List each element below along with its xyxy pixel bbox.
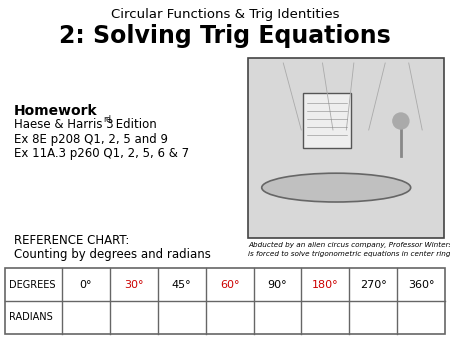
Text: 270°: 270° <box>360 280 387 290</box>
Bar <box>303 93 351 148</box>
Text: 30°: 30° <box>124 280 144 290</box>
Text: Edition: Edition <box>112 118 157 131</box>
Bar <box>5 268 445 334</box>
Text: rd: rd <box>103 115 111 124</box>
Text: Abducted by an alien circus company, Professor Winters: Abducted by an alien circus company, Pro… <box>248 242 450 248</box>
Text: 90°: 90° <box>268 280 287 290</box>
Bar <box>248 58 444 238</box>
Text: 0°: 0° <box>80 280 92 290</box>
Text: REFERENCE CHART:: REFERENCE CHART: <box>14 234 130 247</box>
Text: 2: Solving Trig Equations: 2: Solving Trig Equations <box>59 24 391 48</box>
Text: Ex 11A.3 p260 Q1, 2, 5, 6 & 7: Ex 11A.3 p260 Q1, 2, 5, 6 & 7 <box>14 147 189 160</box>
Circle shape <box>393 113 409 129</box>
Text: 45°: 45° <box>172 280 192 290</box>
Text: is forced to solve trigonometric equations in center ring.: is forced to solve trigonometric equatio… <box>248 251 450 257</box>
Text: 360°: 360° <box>408 280 434 290</box>
Ellipse shape <box>262 173 411 202</box>
Text: Haese & Harris 3: Haese & Harris 3 <box>14 118 113 131</box>
Text: Counting by degrees and radians: Counting by degrees and radians <box>14 248 211 261</box>
Text: DEGREES: DEGREES <box>9 280 55 290</box>
Text: RADIANS: RADIANS <box>9 313 53 322</box>
Text: Ex 8E p208 Q1, 2, 5 and 9: Ex 8E p208 Q1, 2, 5 and 9 <box>14 133 168 146</box>
Text: 60°: 60° <box>220 280 239 290</box>
Text: Circular Functions & Trig Identities: Circular Functions & Trig Identities <box>111 8 339 21</box>
Text: 180°: 180° <box>312 280 338 290</box>
Text: Homework: Homework <box>14 104 98 118</box>
